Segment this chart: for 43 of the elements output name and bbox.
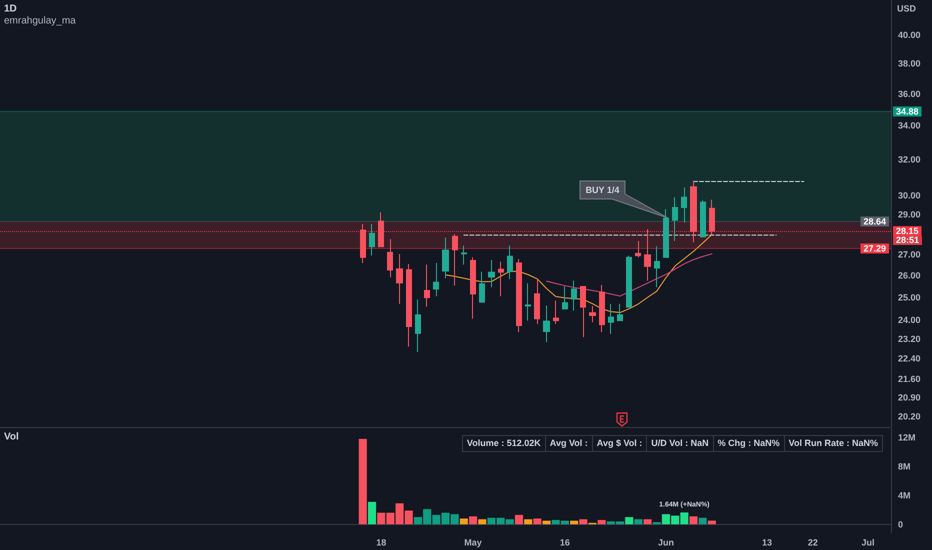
y-tick-label: 38.00 [898, 58, 921, 69]
ref-line-label: 27.29 [863, 243, 886, 254]
annotation: Avg Vol : [544, 436, 592, 451]
y-tick-label: 24.00 [898, 315, 921, 326]
y-tick-label: 27.00 [898, 249, 921, 260]
y-tick-label: 26.00 [898, 270, 921, 280]
y-tick-label: 23.20 [898, 334, 921, 344]
x-tick-label: 13 [762, 538, 772, 548]
annotation: U/D Vol : NaN [646, 436, 713, 451]
y-axis-title: USD [897, 4, 916, 14]
text: 28:51 [893, 235, 922, 245]
y-tick-label: 22.40 [898, 354, 921, 364]
annotation: BUY 1/4 [584, 184, 620, 197]
y-tick-label: 20.90 [898, 392, 921, 402]
annotation: Volume : 512.02K [466, 437, 542, 450]
y-tick-label: 40.00 [898, 30, 921, 40]
y-tick-label: 12M [898, 432, 916, 442]
y-tick-label: 0 [898, 519, 904, 530]
y-tick-label: 34.00 [898, 120, 921, 131]
annotation: Avg $ Vol : [592, 436, 646, 451]
annotation: Vol Run Rate : NaN% [784, 436, 882, 451]
ref-line-label: 28.64 [863, 216, 886, 227]
chart-title: Vol [4, 432, 20, 442]
text: emrahgulay_ma [4, 16, 76, 26]
x-tick-label: 16 [560, 538, 570, 548]
x-tick-label: Jul [862, 538, 875, 548]
x-tick-label: 18 [376, 538, 386, 548]
y-tick-label: 21.60 [898, 374, 921, 384]
ref-line-label: 34.88 [896, 106, 919, 116]
y-tick-label: 29.00 [898, 210, 921, 220]
y-tick-label: 32.00 [898, 154, 921, 165]
chart-title: 1D [4, 4, 17, 14]
ref-line-label: 28.15 [896, 226, 919, 236]
y-tick-label: 30.00 [898, 190, 921, 201]
y-tick-label: 4M [898, 490, 911, 500]
x-tick-label: Jun [658, 538, 674, 548]
x-tick-label: 22 [808, 538, 818, 548]
y-tick-label: 8M [898, 461, 911, 472]
y-tick-label: 25.00 [898, 292, 921, 302]
annotation: % Chg : NaN% [712, 436, 784, 451]
y-tick-label: 36.00 [898, 88, 921, 99]
x-tick-label: May [464, 538, 482, 548]
y-tick-label: 20.20 [898, 411, 921, 422]
